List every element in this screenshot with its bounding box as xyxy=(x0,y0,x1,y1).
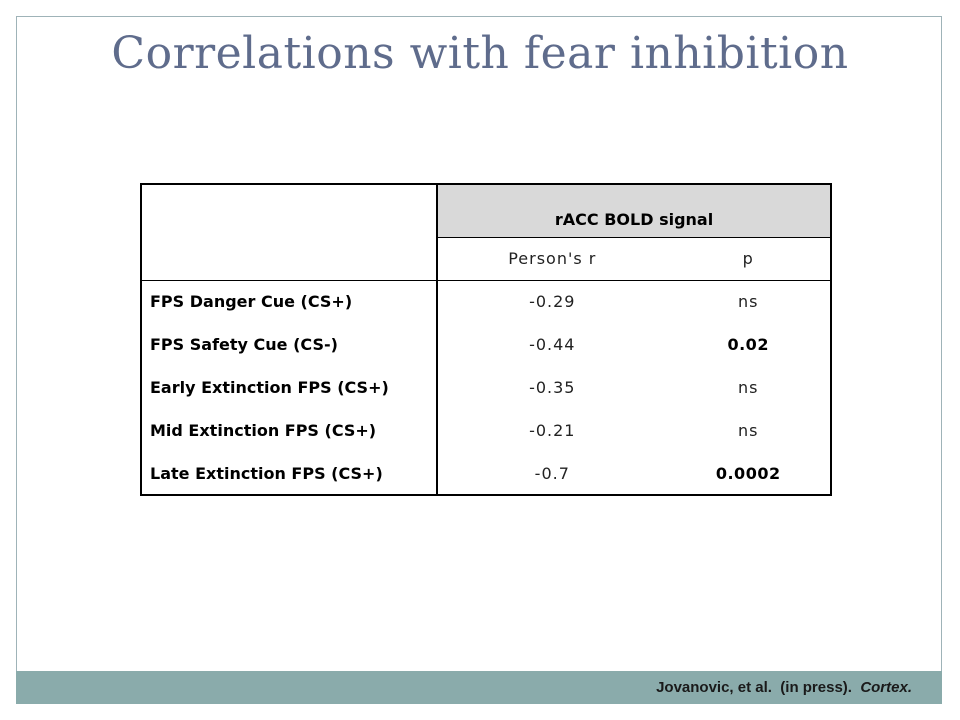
table-row: Late Extinction FPS (CS+) -0.7 0.0002 xyxy=(139,452,832,496)
col-header-p: p xyxy=(666,237,832,281)
table-header-row: rACC BOLD signal xyxy=(139,183,832,281)
table-corner-cell xyxy=(139,183,439,281)
row-label: Mid Extinction FPS (CS+) xyxy=(139,409,439,452)
value-r: -0.21 xyxy=(436,409,667,452)
value-p: ns xyxy=(666,280,832,323)
col-header-r: Person's r xyxy=(436,237,667,281)
value-p: 0.0002 xyxy=(666,452,832,496)
table-row: FPS Safety Cue (CS-) -0.44 0.02 xyxy=(139,323,832,366)
group-header-racc: rACC BOLD signal xyxy=(436,183,832,238)
value-p: 0.02 xyxy=(666,323,832,366)
row-label: Early Extinction FPS (CS+) xyxy=(139,366,439,409)
value-r: -0.35 xyxy=(436,366,667,409)
table-row: Early Extinction FPS (CS+) -0.35 ns xyxy=(139,366,832,409)
value-p: ns xyxy=(666,366,832,409)
value-r: -0.29 xyxy=(436,280,667,323)
table-row: FPS Danger Cue (CS+) -0.29 ns xyxy=(139,280,832,323)
value-p: ns xyxy=(666,409,832,452)
row-label: Late Extinction FPS (CS+) xyxy=(139,452,439,496)
footer-bar: Jovanovic, et al. (in press). Cortex. xyxy=(16,671,942,704)
citation: Jovanovic, et al. (in press). Cortex. xyxy=(656,679,912,696)
citation-journal: Cortex. xyxy=(860,679,912,696)
citation-authors: Jovanovic, et al. (in press). xyxy=(656,679,861,696)
table-subheader-row: Person's r p xyxy=(141,237,832,281)
table-row: Mid Extinction FPS (CS+) -0.21 ns xyxy=(139,409,832,452)
slide-title: Correlations with fear inhibition xyxy=(111,28,849,79)
correlation-table: rACC BOLD signal Person's r p FPS Danger… xyxy=(139,183,832,496)
value-r: -0.44 xyxy=(436,323,667,366)
value-r: -0.7 xyxy=(436,452,667,496)
row-label: FPS Safety Cue (CS-) xyxy=(139,323,439,366)
row-label: FPS Danger Cue (CS+) xyxy=(139,280,439,323)
